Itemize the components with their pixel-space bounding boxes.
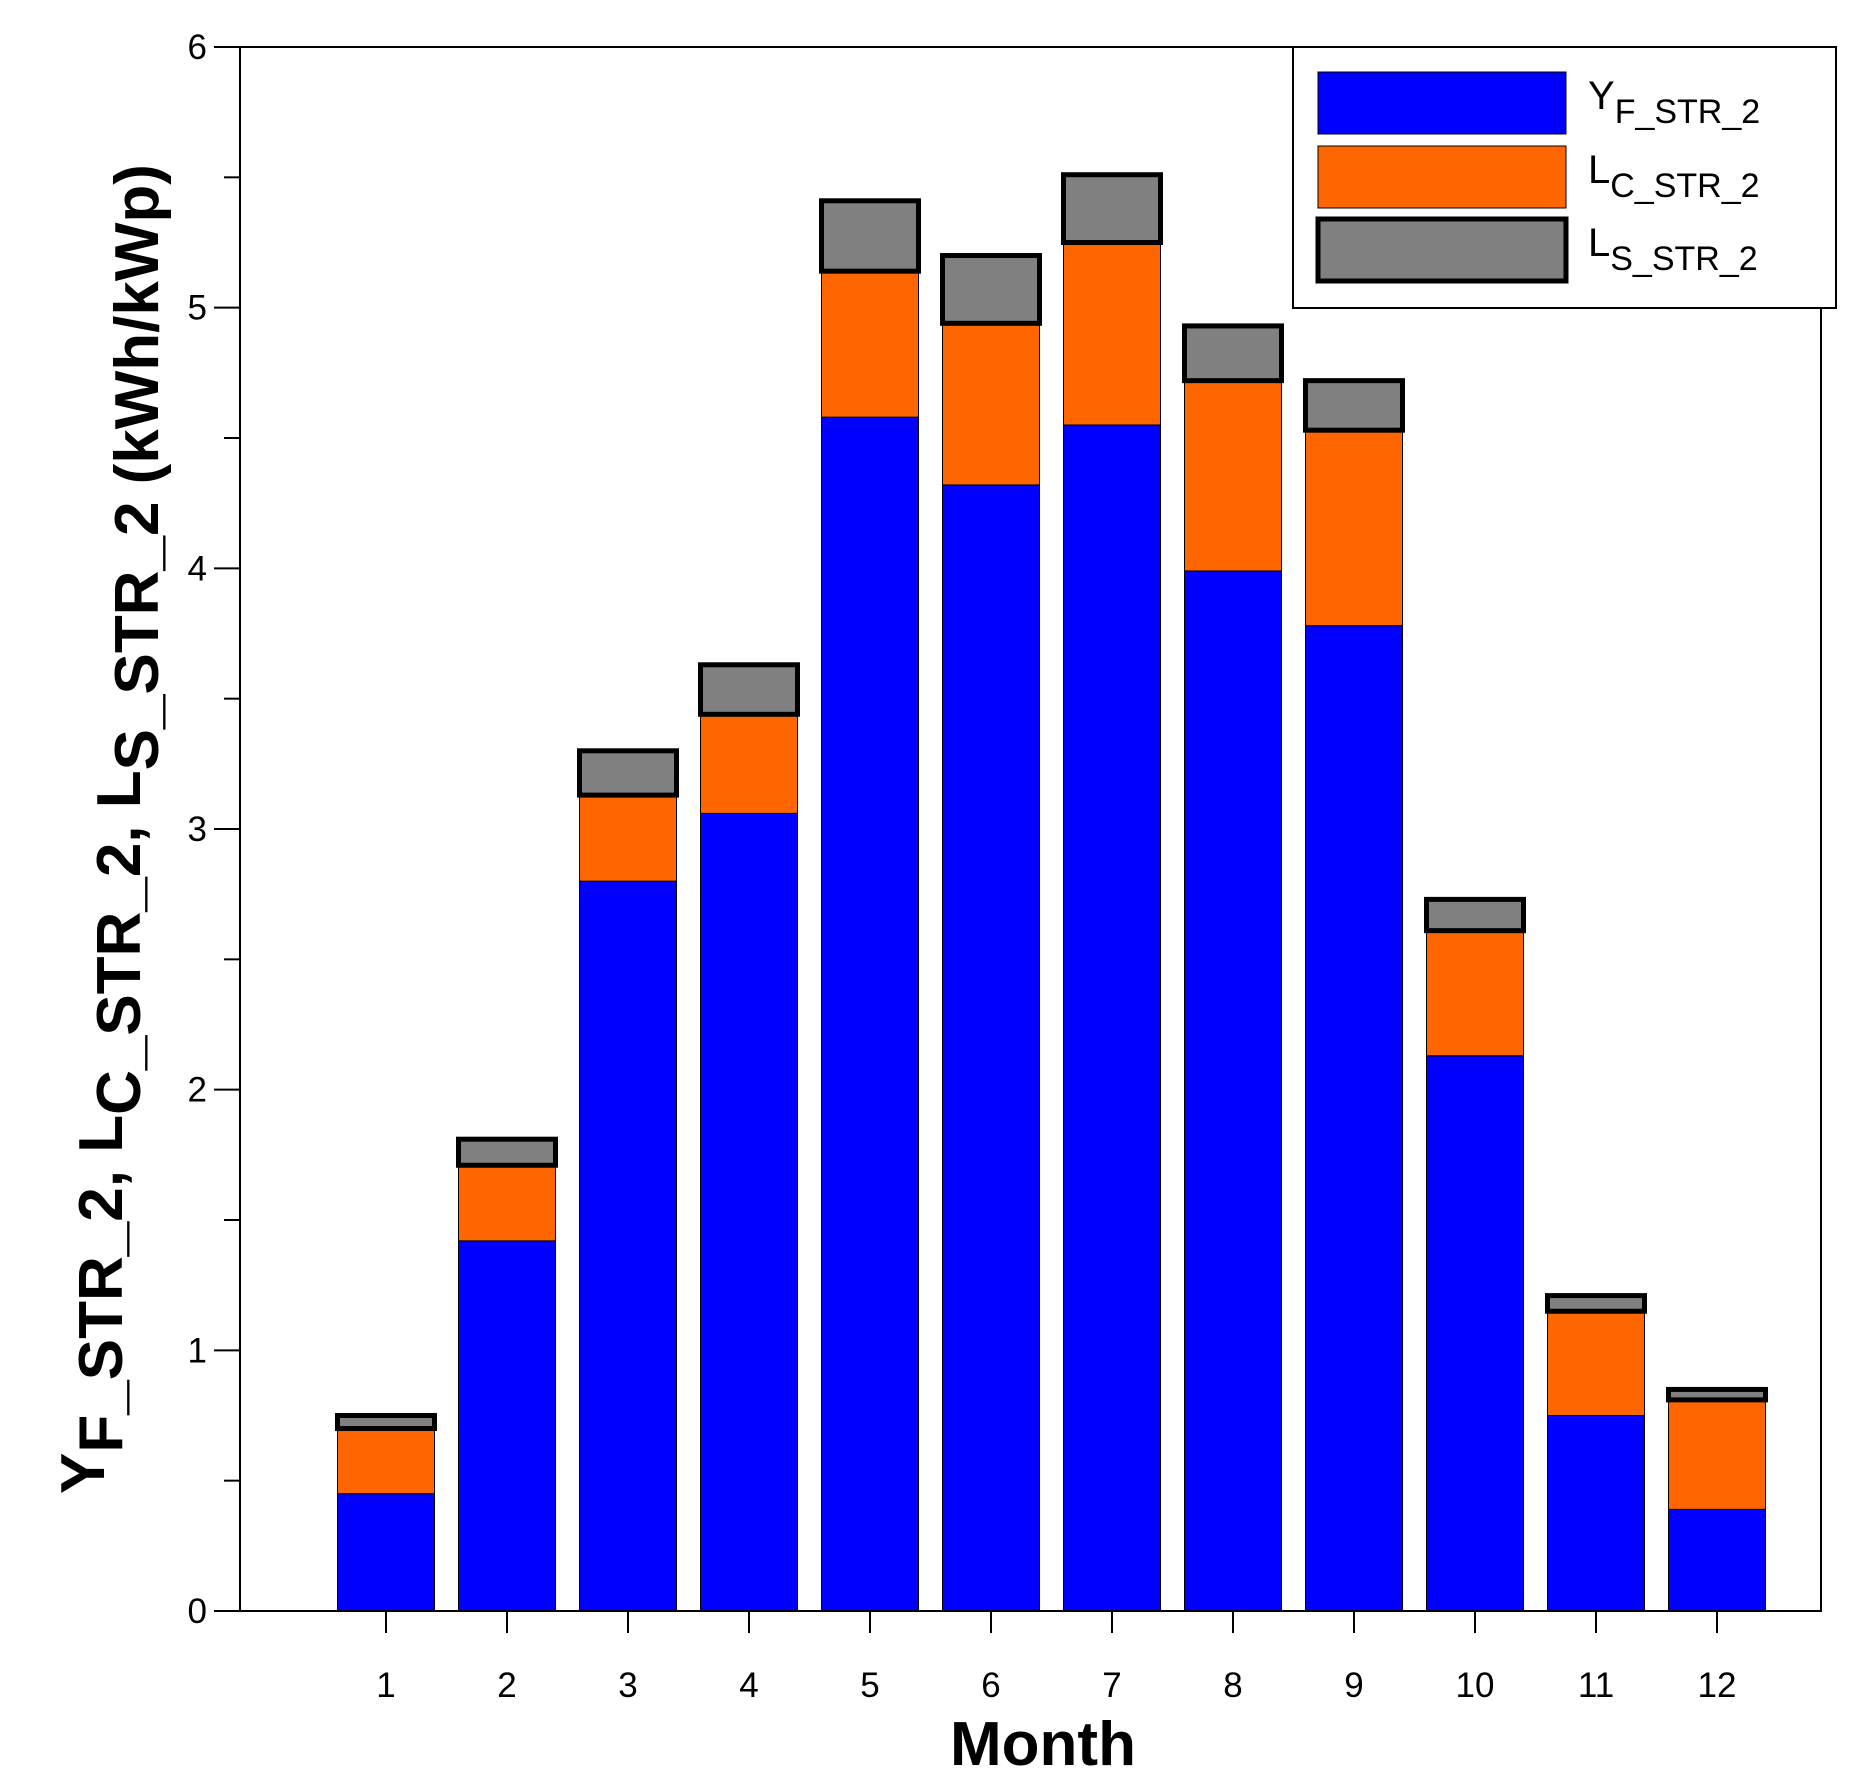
x-tick-label: 9 <box>1344 1666 1363 1705</box>
legend-label-main: L <box>1588 148 1610 192</box>
bar-LC_STR_2-month-8 <box>1184 380 1282 572</box>
bar-LC_STR_2-month-10 <box>1426 930 1524 1057</box>
bar-YF_STR_2-month-7 <box>1063 424 1161 1612</box>
bar-LS_STR_2-month-6 <box>940 253 1042 326</box>
plot-frame <box>239 46 1822 1612</box>
bar-LS_STR_2-month-1 <box>335 1413 437 1432</box>
bar-LC_STR_2-month-4 <box>700 713 798 814</box>
bars <box>335 172 1768 1612</box>
y-tick-label: 4 <box>188 549 207 588</box>
legend-swatch-YF_STR_2 <box>1317 71 1567 135</box>
y-tick-label: 2 <box>188 1071 207 1110</box>
legend-label-subscript: S_STR_2 <box>1610 240 1757 278</box>
bar-YF_STR_2-month-4 <box>700 812 798 1612</box>
y-title-part: , L <box>67 1115 136 1187</box>
bar-YF_STR_2-month-1 <box>337 1493 435 1612</box>
y-tick-label: 1 <box>188 1331 207 1370</box>
bar-YF_STR_2-month-11 <box>1547 1415 1645 1612</box>
y-tick-label: 3 <box>188 810 207 849</box>
bar-YF_STR_2-month-9 <box>1305 625 1403 1612</box>
y-title-subscript: S_STR_2 <box>103 502 172 771</box>
bar-LS_STR_2-month-8 <box>1182 323 1284 384</box>
bar-LC_STR_2-month-6 <box>942 322 1040 486</box>
x-tick-label: 8 <box>1223 1666 1242 1705</box>
y-title-part: Y <box>49 1453 118 1494</box>
y-title-subscript: C_STR_2 <box>85 843 154 1115</box>
legend-label-LS_STR_2: LS_STR_2 <box>1588 221 1758 278</box>
bar-YF_STR_2-month-12 <box>1668 1508 1766 1612</box>
legend-label-LC_STR_2: LC_STR_2 <box>1588 148 1760 205</box>
legend-swatch-LS_STR_2 <box>1315 216 1569 284</box>
bar-YF_STR_2-month-5 <box>821 416 919 1612</box>
x-tick-label: 10 <box>1456 1666 1495 1705</box>
y-axis-title: YF_STR_2, LC_STR_2, LS_STR_2 (kWh/kWp) <box>49 164 172 1494</box>
y-title-unit: (kWh/kWp) <box>103 164 172 502</box>
x-tick-label: 1 <box>376 1666 395 1705</box>
legend-label-main: Y <box>1588 74 1615 118</box>
bar-LS_STR_2-month-3 <box>577 748 679 798</box>
bar-LS_STR_2-month-9 <box>1303 378 1405 433</box>
bar-LC_STR_2-month-7 <box>1063 242 1161 426</box>
x-tick-label: 11 <box>1578 1666 1614 1705</box>
legend-label-YF_STR_2: YF_STR_2 <box>1588 74 1760 131</box>
legend-label-subscript: F_STR_2 <box>1615 93 1761 131</box>
bar-YF_STR_2-month-6 <box>942 484 1040 1612</box>
bar-LC_STR_2-month-3 <box>579 794 677 882</box>
bar-YF_STR_2-month-2 <box>458 1240 556 1612</box>
bar-LC_STR_2-month-2 <box>458 1164 556 1242</box>
bar-LS_STR_2-month-12 <box>1666 1386 1768 1403</box>
bar-LS_STR_2-month-7 <box>1061 172 1163 245</box>
legend-label-main: L <box>1588 221 1610 265</box>
x-tick-label: 3 <box>618 1666 637 1705</box>
y-title-subscript: F_STR_2 <box>67 1187 136 1452</box>
legend-swatch-LC_STR_2 <box>1317 145 1567 209</box>
x-tick-label: 4 <box>739 1666 758 1705</box>
x-tick-label: 12 <box>1698 1666 1737 1705</box>
bar-YF_STR_2-month-10 <box>1426 1055 1524 1612</box>
bar-LC_STR_2-month-1 <box>337 1428 435 1495</box>
x-axis: 1 2 3 4 5 6 7 8 9 10 11 12 <box>376 1611 1736 1705</box>
bar-LS_STR_2-month-5 <box>819 198 921 274</box>
x-tick-label: 7 <box>1102 1666 1121 1705</box>
bar-YF_STR_2-month-3 <box>579 880 677 1612</box>
y-tick-label: 0 <box>188 1592 207 1631</box>
legend: YF_STR_2LC_STR_2LS_STR_2 <box>1292 46 1837 309</box>
bar-LS_STR_2-month-2 <box>456 1136 558 1168</box>
y-title-part: , L <box>85 770 154 842</box>
bar-LC_STR_2-month-9 <box>1305 429 1403 627</box>
bar-LS_STR_2-month-10 <box>1424 896 1526 934</box>
x-tick-label: 2 <box>497 1666 516 1705</box>
bar-LC_STR_2-month-5 <box>821 270 919 418</box>
bar-LS_STR_2-month-4 <box>698 662 800 717</box>
bar-LC_STR_2-month-12 <box>1668 1399 1766 1510</box>
legend-label-subscript: C_STR_2 <box>1610 167 1759 205</box>
y-axis: 0 1 2 3 4 5 6 <box>188 28 240 1631</box>
x-axis-title: Month <box>950 1710 1136 1776</box>
x-tick-label: 6 <box>981 1666 1000 1705</box>
x-tick-label: 5 <box>860 1666 879 1705</box>
bar-YF_STR_2-month-8 <box>1184 570 1282 1612</box>
y-tick-label: 5 <box>188 289 207 328</box>
bar-LC_STR_2-month-11 <box>1547 1310 1645 1416</box>
bar-LS_STR_2-month-11 <box>1545 1293 1647 1314</box>
y-tick-label: 6 <box>188 28 207 67</box>
